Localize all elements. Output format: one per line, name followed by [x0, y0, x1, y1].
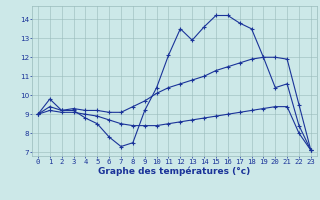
X-axis label: Graphe des températures (°c): Graphe des températures (°c) — [98, 166, 251, 176]
